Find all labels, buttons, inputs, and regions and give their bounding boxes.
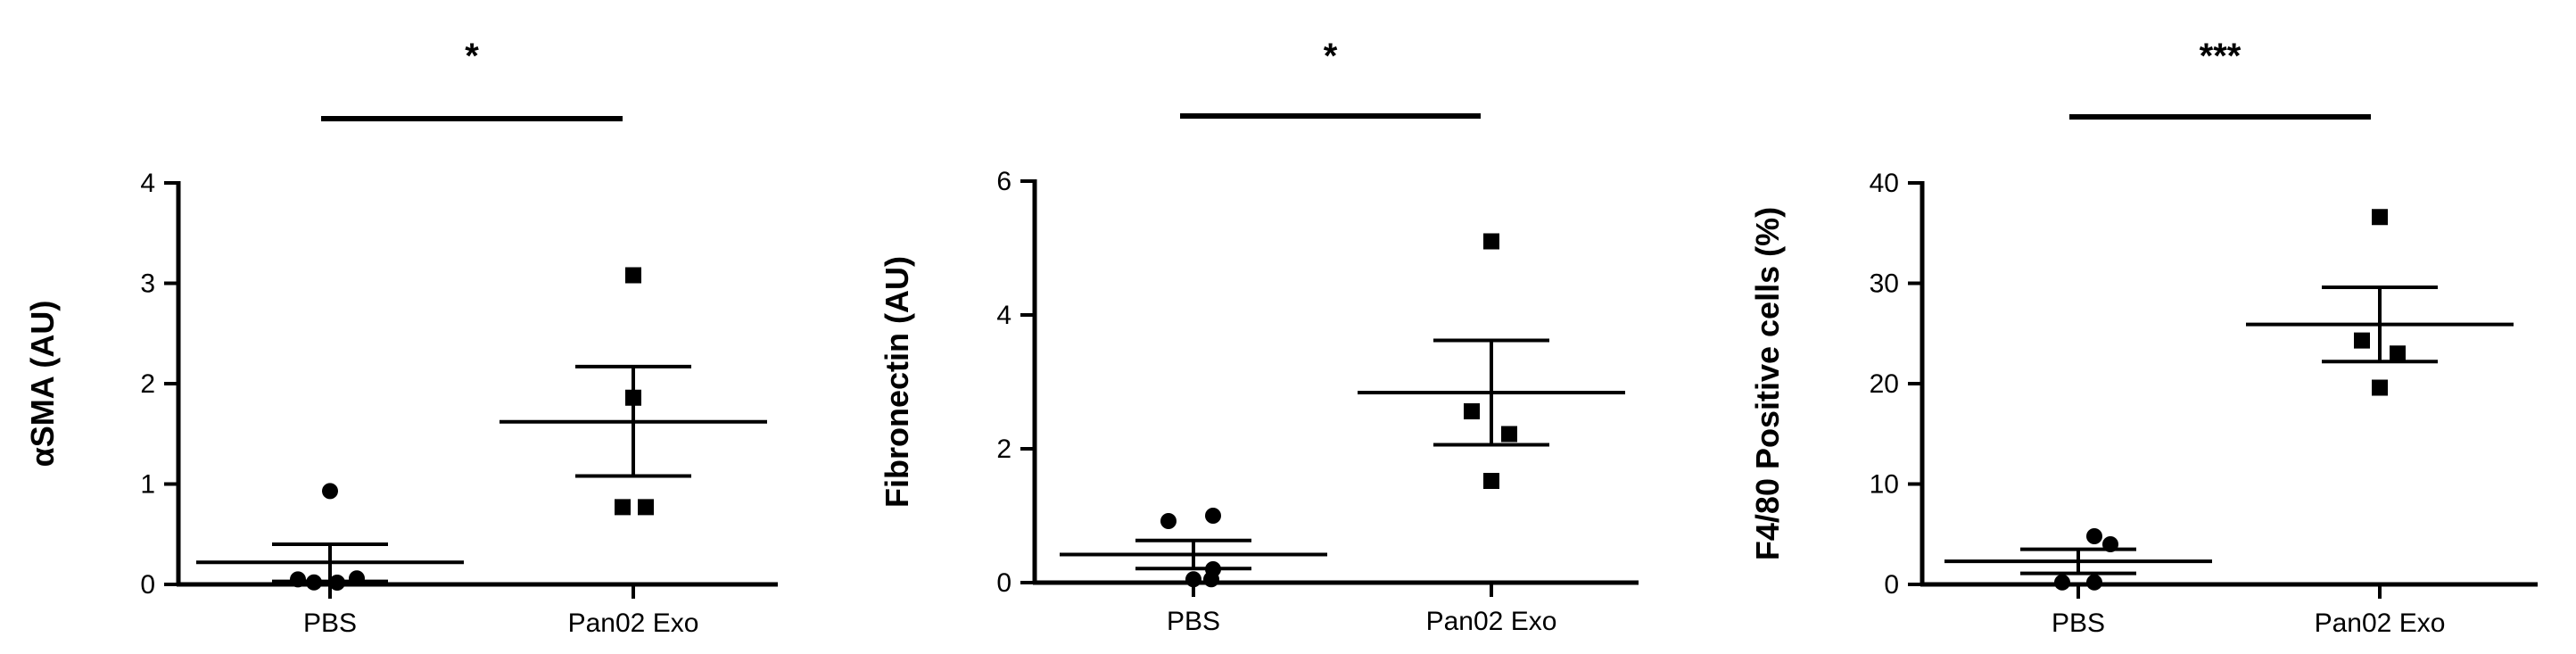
y-axis-label: Fibronectin (AU) — [879, 256, 915, 508]
data-point-circle — [290, 571, 306, 588]
data-point-square — [1483, 233, 1499, 250]
chart-panel-3: 0 10 20 30 40 PBS Pan02 Exo F4/80 Positive cell… — [1749, 37, 2538, 638]
data-point-circle — [322, 483, 338, 500]
data-point-circle — [1160, 513, 1177, 529]
data-point-square — [625, 267, 641, 284]
y-axis-label: F4/80 Positive cells (%) — [1749, 207, 1786, 560]
significance-label: *** — [2200, 37, 2242, 76]
data-point-circle — [306, 574, 322, 591]
y-tick-label: 3 — [140, 269, 155, 299]
y-tick-label: 2 — [996, 435, 1011, 464]
data-point-square — [2372, 209, 2388, 226]
x-category-label: Pan02 Exo — [2315, 608, 2446, 638]
significance-label: * — [465, 37, 479, 76]
y-tick-label: 2 — [140, 369, 155, 399]
x-category-label: Pan02 Exo — [1426, 607, 1557, 636]
x-category-label: PBS — [2052, 608, 2105, 638]
y-tick-label: 0 — [996, 568, 1011, 598]
chart-panel-2: 0 2 4 6 PBS Pan02 Exo Fibronectin (AU) * — [879, 37, 1639, 636]
y-tick-label: 4 — [140, 169, 155, 198]
y-tick-label: 40 — [1870, 169, 1899, 198]
data-point-square — [1483, 473, 1499, 489]
chart-panel-1: 0 1 2 3 4 PBS Pan02 Exo αSMA (AU) * — [24, 37, 778, 638]
data-point-square — [615, 499, 631, 516]
y-tick-label: 30 — [1870, 269, 1899, 299]
y-tick-label: 20 — [1870, 369, 1899, 399]
x-category-label: PBS — [303, 608, 357, 638]
data-point-circle — [2102, 536, 2118, 552]
y-axis-label: αSMA (AU) — [24, 301, 61, 468]
x-category-label: PBS — [1167, 607, 1220, 636]
data-point-square — [2372, 379, 2388, 396]
significance-label: * — [1324, 37, 1338, 76]
data-point-circle — [2086, 528, 2102, 544]
data-point-circle — [1203, 571, 1219, 588]
y-tick-label: 6 — [996, 167, 1011, 196]
y-tick-label: 0 — [140, 570, 155, 600]
data-point-circle — [1205, 508, 1221, 524]
data-point-square — [638, 499, 654, 516]
x-category-label: Pan02 Exo — [568, 608, 699, 638]
data-point-square — [1464, 403, 1480, 419]
y-tick-label: 4 — [996, 301, 1011, 330]
data-point-square — [1501, 426, 1517, 443]
data-point-square — [2390, 345, 2406, 362]
data-point-circle — [1185, 571, 1201, 588]
data-point-square — [2354, 332, 2370, 349]
y-tick-label: 0 — [1884, 570, 1899, 600]
data-point-circle — [329, 575, 345, 591]
y-tick-label: 10 — [1870, 470, 1899, 500]
y-tick-label: 1 — [140, 470, 155, 500]
data-point-circle — [2086, 574, 2102, 591]
data-point-circle — [349, 570, 365, 587]
data-point-circle — [2054, 574, 2070, 591]
data-point-square — [625, 389, 641, 406]
